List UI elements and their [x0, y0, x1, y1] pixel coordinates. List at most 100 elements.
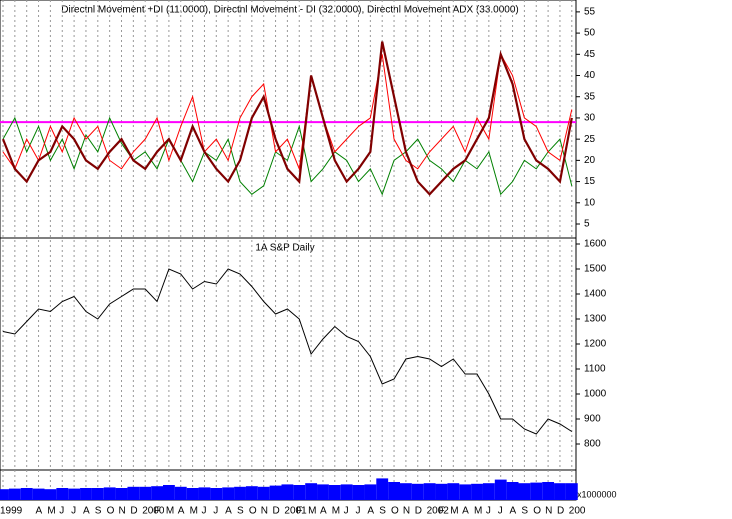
volume-bar	[305, 483, 318, 500]
y-tick-label: 900	[584, 414, 601, 425]
y-tick-label: 1300	[584, 314, 607, 325]
x-tick-label: M	[190, 506, 198, 517]
volume-unit: x1000000	[577, 489, 617, 499]
series-line	[2, 116, 573, 196]
x-tick-label: D	[130, 506, 137, 517]
x-tick-label: F	[438, 506, 444, 517]
x-tick-label: F	[296, 506, 302, 517]
volume-bar	[68, 488, 81, 500]
x-tick-label: N	[545, 506, 552, 517]
volume-bar	[91, 488, 104, 500]
y-tick-label: 25	[584, 134, 596, 145]
x-tick-label: A	[83, 506, 90, 517]
x-tick-label: A	[36, 506, 43, 517]
y-tick-label: 5	[584, 219, 590, 230]
y-tick-label: 55	[584, 7, 596, 18]
x-tick-label: F	[154, 506, 160, 517]
volume-bar	[186, 488, 199, 500]
x-tick-label: S	[521, 506, 528, 517]
x-tick-label: M	[308, 506, 316, 517]
y-tick-label: 1600	[584, 239, 607, 250]
x-tick-label: D	[557, 506, 564, 517]
volume-bar	[459, 484, 472, 500]
x-tick-label: 2001	[284, 506, 307, 517]
x-tick-label: N	[403, 506, 410, 517]
x-tick-label: A	[462, 506, 469, 517]
x-tick-label: 1999	[0, 506, 23, 517]
x-tick-label: A	[320, 506, 327, 517]
y-tick-label: 45	[584, 49, 596, 60]
y-tick-label: 1200	[584, 339, 607, 350]
volume-bar	[269, 485, 282, 500]
x-tick-label: S	[95, 506, 102, 517]
volume-bar	[127, 486, 140, 500]
volume-bar	[376, 478, 389, 500]
series-line	[2, 268, 573, 435]
x-tick-label: M	[166, 506, 174, 517]
volume-bar	[423, 483, 436, 500]
x-tick-label: 2002	[427, 506, 450, 517]
x-tick-label: S	[379, 506, 386, 517]
volume-bar	[400, 483, 412, 500]
volume-bar	[151, 486, 163, 500]
volume-bar	[340, 484, 353, 500]
volume-bar	[174, 486, 187, 500]
volume-bar	[163, 485, 175, 500]
volume-bar	[80, 488, 92, 500]
y-tick-label: 50	[584, 28, 596, 39]
series-line	[2, 52, 573, 171]
x-tick-label: O	[533, 506, 541, 517]
volume-bar	[210, 488, 223, 500]
x-tick-label: D	[273, 506, 280, 517]
x-tick-label: M	[332, 506, 340, 517]
y-tick-label: 35	[584, 91, 596, 102]
volume-bar	[447, 483, 460, 500]
volume-bar	[103, 487, 116, 500]
x-tick-label: J	[59, 506, 64, 517]
indicator-title: Directnl Movement +DI (11.0000), Directn…	[61, 5, 519, 16]
x-tick-label: M	[450, 506, 458, 517]
x-tick-label: 2000	[142, 506, 165, 517]
y-tick-label: 30	[584, 113, 596, 124]
volume-bar	[518, 483, 531, 500]
volume-bar	[257, 486, 270, 500]
y-tick-label: 10	[584, 197, 596, 208]
volume-bar	[530, 482, 543, 500]
x-tick-label: M	[474, 506, 482, 517]
x-tick-label: A	[178, 506, 185, 517]
volume-bar	[364, 484, 377, 500]
volume-bar	[234, 486, 246, 500]
volume-bar	[115, 488, 128, 500]
x-tick-label: 200	[569, 506, 586, 517]
x-tick-label: M	[47, 506, 55, 517]
volume-bar	[20, 488, 33, 500]
x-tick-label: J	[213, 506, 218, 517]
volume-bar	[222, 487, 235, 500]
volume-bar	[565, 483, 578, 500]
volume-bar	[293, 485, 306, 500]
y-tick-label: 1000	[584, 389, 607, 400]
volume-bar	[494, 479, 507, 500]
price-title: 1A S&P Daily	[255, 243, 314, 254]
x-tick-label: O	[249, 506, 257, 517]
volume-bar	[44, 489, 57, 500]
x-tick-label: O	[107, 506, 115, 517]
y-tick-label: 800	[584, 439, 601, 450]
volume-bar	[0, 489, 9, 500]
volume-bar	[56, 488, 69, 500]
volume-bar	[139, 486, 152, 500]
volume-bar	[482, 483, 495, 500]
y-tick-label: 15	[584, 176, 596, 187]
volume-bar	[542, 482, 555, 500]
volume-bar	[281, 484, 294, 500]
x-tick-label: J	[498, 506, 503, 517]
x-tick-label: J	[486, 506, 491, 517]
x-tick-label: J	[71, 506, 76, 517]
volume-bar	[245, 486, 258, 500]
series-line	[1, 41, 573, 196]
volume-bar	[198, 487, 211, 500]
volume-bar	[411, 483, 424, 500]
volume-bar	[435, 483, 448, 500]
